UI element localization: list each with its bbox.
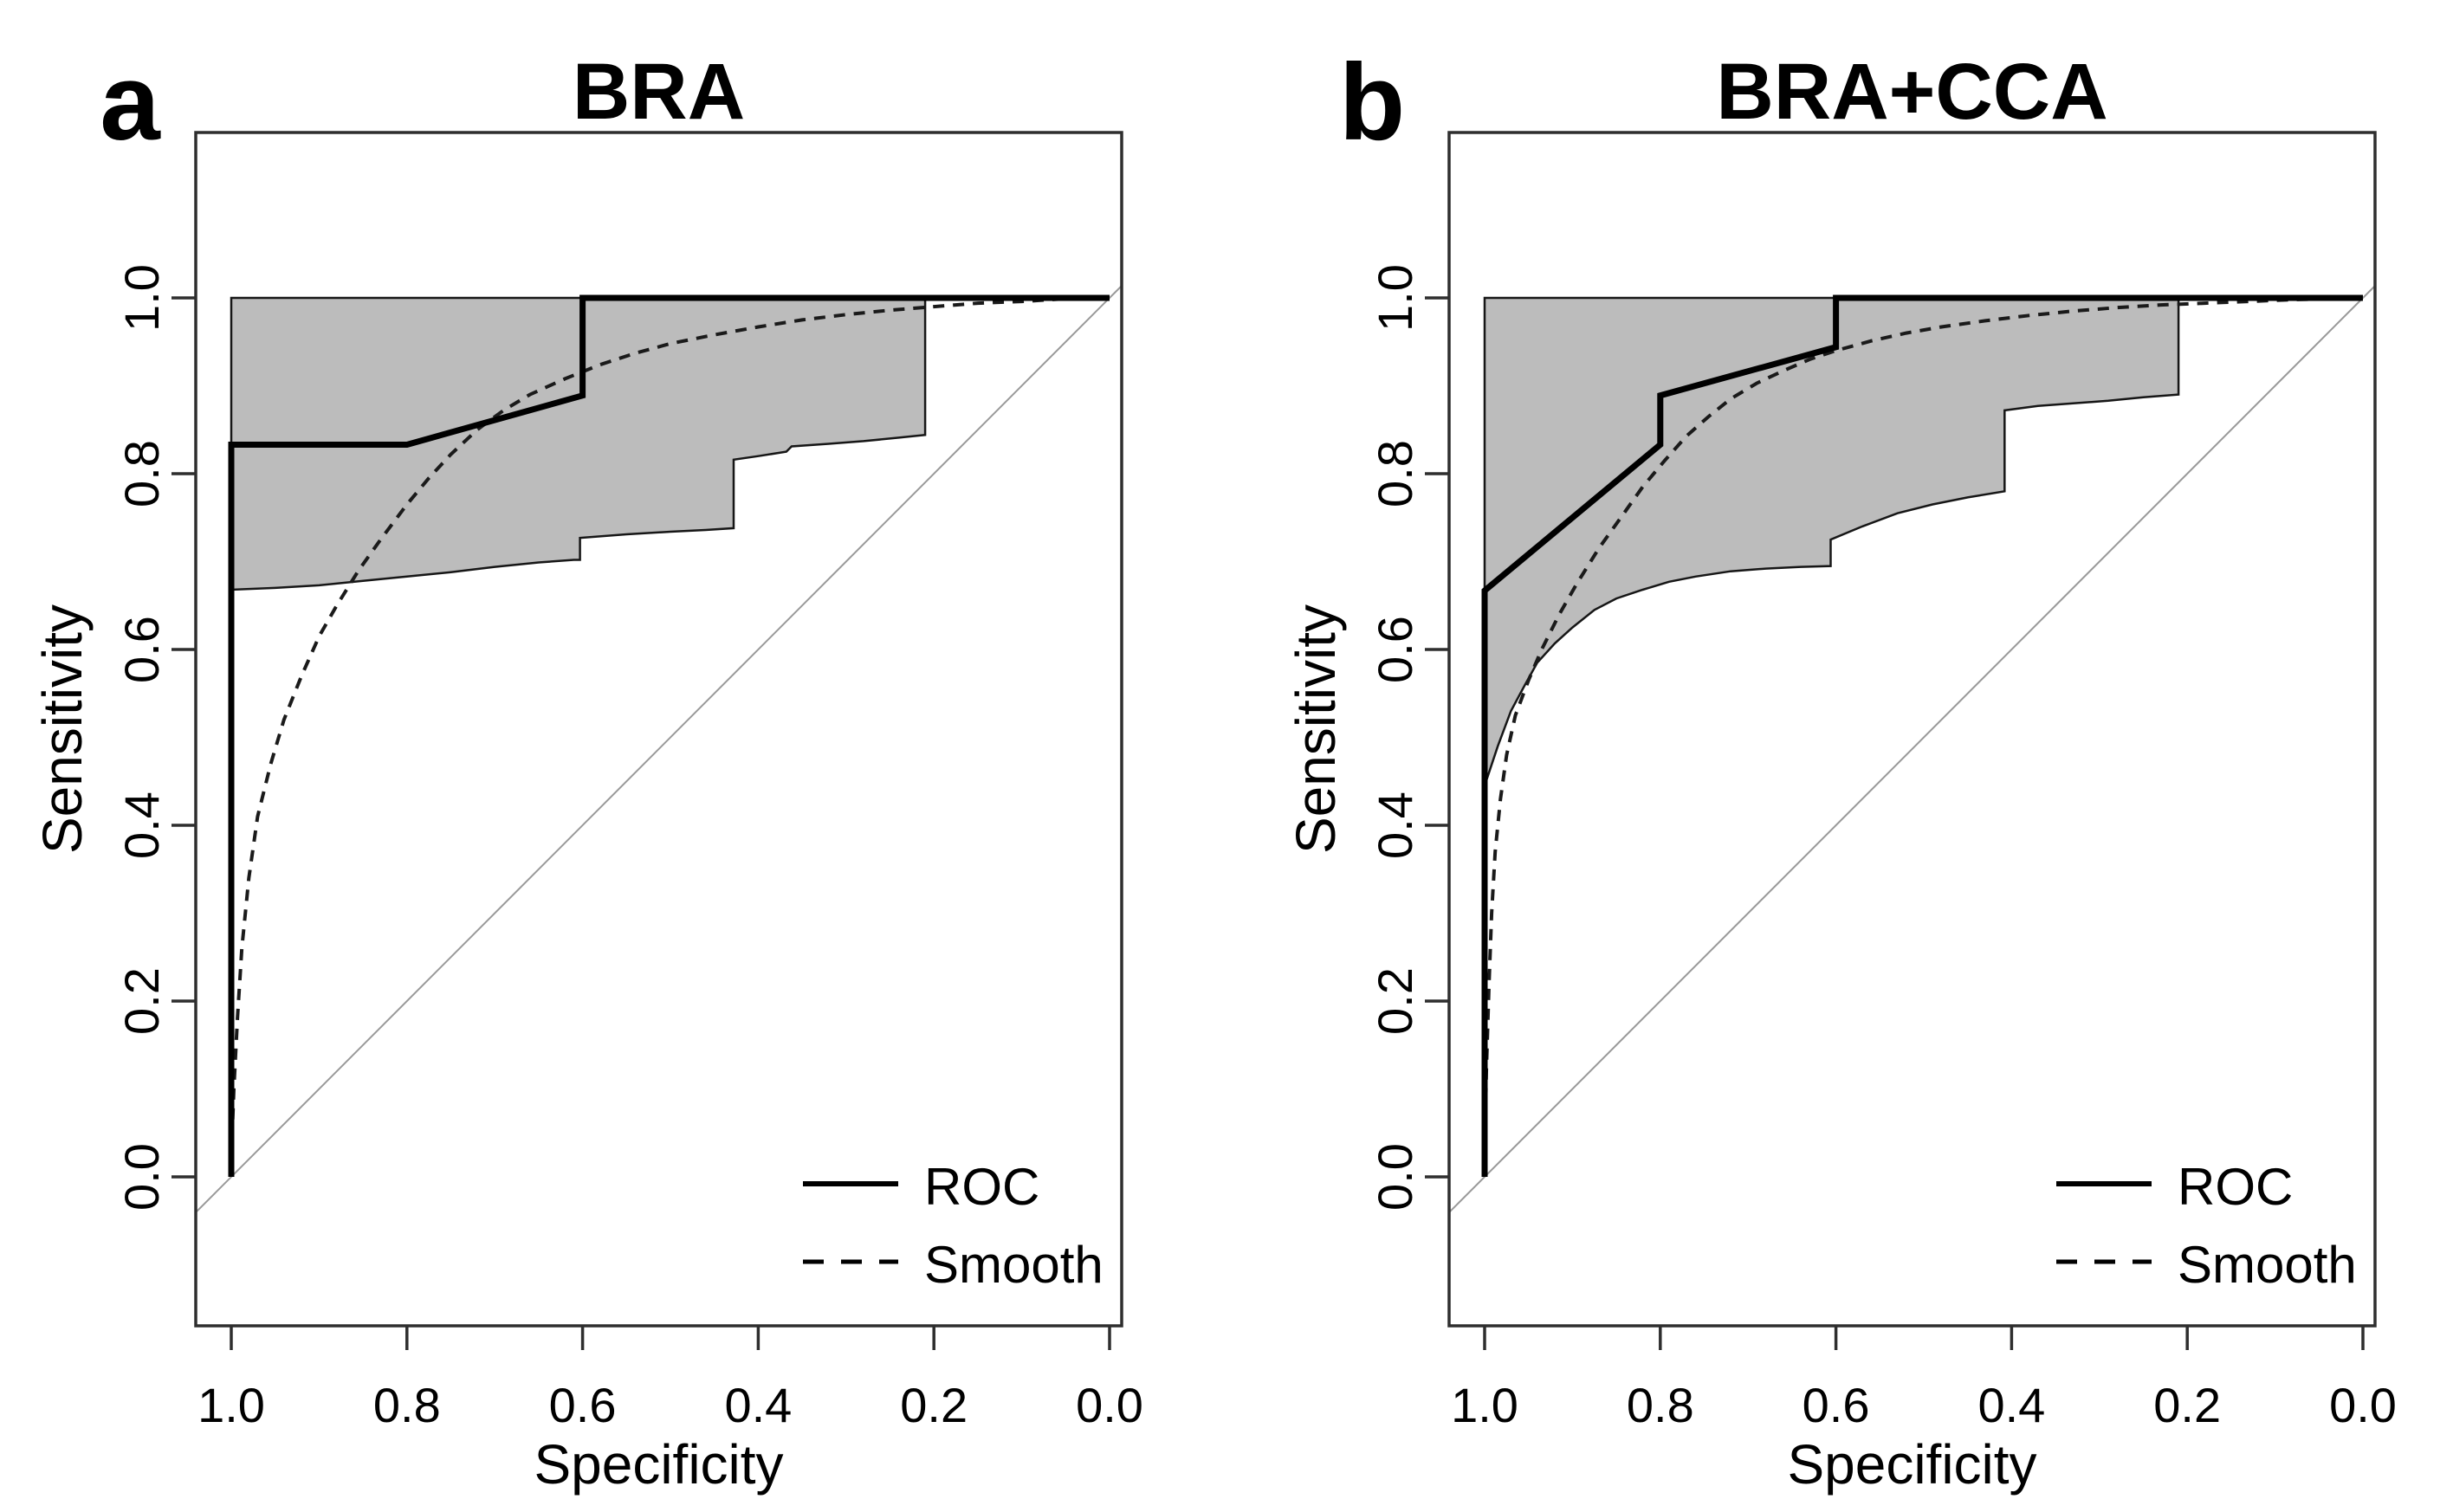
chance-diagonal-line: [195, 285, 1123, 1213]
roc-plot-svg-b: [1425, 131, 2377, 1350]
x-tick-label: 1.0: [1451, 1378, 1518, 1432]
roc-panel-a: a BRA Specificity Sensitivity ROC Smooth…: [0, 0, 1226, 1512]
y-tick-label: 0.0: [114, 1143, 169, 1211]
legend-label-smooth: Smooth: [924, 1236, 1104, 1294]
y-tick-label: 0.2: [114, 967, 169, 1035]
x-tick-label: 0.4: [1977, 1378, 2046, 1432]
roc-panel-b: b BRA+CCA Specificity Sensitivity ROC Sm…: [1226, 0, 2453, 1512]
y-tick-label: 0.0: [1368, 1143, 1422, 1211]
legend-label-roc: ROC: [2178, 1158, 2294, 1216]
y-axis-label: Sensitivity: [1285, 604, 1347, 855]
x-tick-label: 0.8: [1626, 1378, 1694, 1432]
panel-letter: b: [1338, 42, 1406, 163]
panel-title: BRA+CCA: [1716, 48, 2108, 136]
plot-box: [1447, 131, 2377, 1328]
panel-title: BRA: [572, 48, 746, 136]
x-axis-label: Specificity: [534, 1433, 784, 1496]
y-tick-label: 0.4: [1368, 792, 1422, 859]
x-tick-label: 0.8: [372, 1378, 441, 1432]
legend-label-smooth: Smooth: [2178, 1236, 2357, 1294]
smooth-roc-curve: [1483, 296, 2364, 1160]
confidence-band: [230, 296, 927, 591]
x-tick-label: 0.6: [548, 1378, 617, 1432]
smooth-roc-curve: [230, 296, 1110, 1160]
panel-letter: a: [100, 42, 160, 163]
y-tick-label: 0.6: [1368, 616, 1422, 683]
x-axis-label: Specificity: [1787, 1433, 2037, 1496]
y-tick-label: 0.8: [1368, 440, 1422, 507]
y-tick-label: 0.8: [114, 440, 169, 507]
plot-box: [194, 131, 1123, 1328]
x-tick-label: 0.2: [900, 1378, 968, 1432]
y-tick-label: 0.4: [114, 792, 169, 859]
roc-curve: [1481, 294, 2363, 1177]
legend-label-roc: ROC: [924, 1158, 1040, 1216]
x-tick-label: 0.6: [1802, 1378, 1870, 1432]
x-tick-label: 0.4: [724, 1378, 793, 1432]
roc-curve: [228, 294, 1110, 1177]
y-axis-label: Sensitivity: [31, 604, 94, 855]
y-tick-label: 0.2: [1368, 967, 1422, 1035]
x-tick-label: 0.0: [1076, 1378, 1143, 1432]
x-tick-label: 0.2: [2153, 1378, 2222, 1432]
y-tick-label: 1.0: [114, 264, 169, 332]
y-tick-label: 1.0: [1368, 264, 1422, 332]
x-tick-label: 1.0: [197, 1378, 265, 1432]
confidence-band: [1483, 296, 2180, 786]
chance-diagonal-line: [1448, 285, 2376, 1213]
roc-plot-svg-a: [172, 131, 1123, 1350]
y-tick-label: 0.6: [114, 616, 169, 683]
x-tick-label: 0.0: [2329, 1378, 2397, 1432]
